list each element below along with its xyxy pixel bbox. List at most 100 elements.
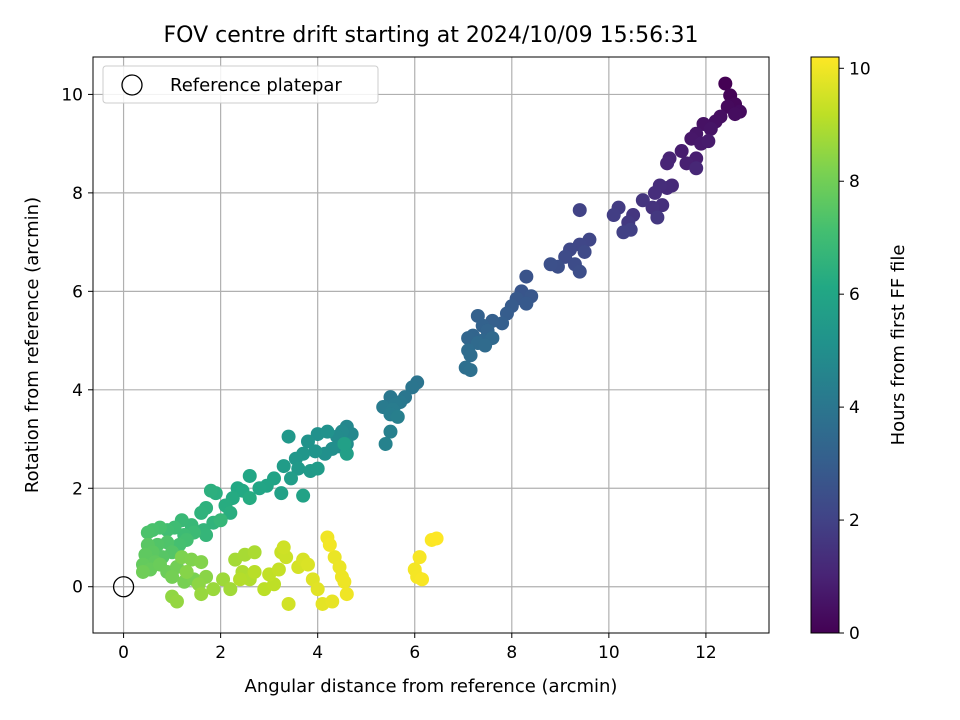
scatter-point xyxy=(296,488,311,503)
scatter-point xyxy=(291,461,306,476)
scatter-point xyxy=(308,444,323,459)
x-tick-label: 10 xyxy=(598,643,620,663)
colorbar-tick-label: 6 xyxy=(849,285,860,305)
scatter-point xyxy=(276,459,291,474)
scatter-point xyxy=(135,564,150,579)
colorbar-ticks: 0 2 4 6 8 10 xyxy=(839,59,871,644)
scatter-point xyxy=(378,436,393,451)
legend-reference-marker xyxy=(121,74,143,96)
x-tick-label: 0 xyxy=(118,643,129,663)
legend-box xyxy=(102,65,379,104)
y-axis-ticks: 0 2 4 6 8 10 xyxy=(61,85,93,598)
scatter-point xyxy=(674,144,689,159)
scatter-point xyxy=(242,491,257,506)
scatter-point xyxy=(390,409,405,424)
x-axis-ticks: 0 2 4 6 8 10 12 xyxy=(118,633,717,663)
scatter-point xyxy=(276,540,291,555)
colorbar: 0 2 4 6 8 10 Hours from first FF file xyxy=(810,56,909,644)
scatter-point xyxy=(213,513,228,528)
scatter-point xyxy=(199,528,214,543)
scatter-point xyxy=(179,564,194,579)
y-tick-label: 2 xyxy=(72,479,83,499)
scatter-point xyxy=(606,208,621,223)
scatter-point xyxy=(635,193,650,208)
colorbar-tick-label: 8 xyxy=(849,172,860,192)
scatter-point xyxy=(310,582,325,597)
scatter-point xyxy=(519,296,534,311)
scatter-point xyxy=(647,185,662,200)
scatter-point xyxy=(194,587,209,602)
colorbar-tick-label: 10 xyxy=(849,59,871,79)
scatter-point xyxy=(405,380,420,395)
chart-title: FOV centre drift starting at 2024/10/09 … xyxy=(164,23,699,48)
scatter-point xyxy=(728,107,743,122)
scatter-point xyxy=(689,161,704,176)
scatter-point xyxy=(247,545,262,560)
legend: Reference platepar xyxy=(102,65,379,104)
scatter-point xyxy=(169,594,184,609)
plot-area-frame xyxy=(92,56,770,634)
scatter-point xyxy=(322,537,337,552)
scatter-point xyxy=(558,249,573,264)
scatter-point xyxy=(283,471,298,486)
scatter-point xyxy=(247,564,262,579)
scatter-point xyxy=(223,582,238,597)
scatter-point xyxy=(660,156,675,171)
legend-label: Reference platepar xyxy=(170,75,342,96)
scatter-point xyxy=(206,582,221,597)
scatter-point xyxy=(415,572,430,587)
scatter-point xyxy=(233,572,248,587)
scatter-point xyxy=(412,550,427,565)
scatter-point xyxy=(337,436,352,451)
scatter-point xyxy=(320,424,335,439)
scatter-point xyxy=(300,434,315,449)
scatter-point xyxy=(577,244,592,259)
x-axis-label: Angular distance from reference (arcmin) xyxy=(245,676,618,697)
scatter-point xyxy=(429,531,444,546)
colorbar-tick-label: 0 xyxy=(849,624,860,644)
colorbar-gradient xyxy=(810,56,840,634)
x-tick-label: 2 xyxy=(215,643,226,663)
scatter-point xyxy=(271,562,286,577)
scatter-point xyxy=(203,483,218,498)
scatter-point xyxy=(274,486,289,501)
scatter-point xyxy=(572,203,587,218)
scatter-point xyxy=(310,461,325,476)
scatter-point xyxy=(701,134,716,149)
reference-platepar-marker xyxy=(112,576,135,598)
scatter-point xyxy=(703,121,718,136)
scatter-point xyxy=(383,424,398,439)
scatter-point xyxy=(165,569,180,584)
y-tick-label: 10 xyxy=(61,85,83,105)
y-tick-label: 0 xyxy=(72,578,83,598)
scatter-point xyxy=(194,505,209,520)
scatter-point xyxy=(281,596,296,611)
scatter-point xyxy=(223,505,238,520)
scatter-point xyxy=(463,363,478,378)
scatter-point xyxy=(572,264,587,279)
x-tick-label: 4 xyxy=(312,643,323,663)
scatter-point xyxy=(718,76,733,91)
y-tick-label: 8 xyxy=(72,184,83,204)
scatter-point xyxy=(242,468,257,483)
scatter-point xyxy=(478,338,493,353)
scatter-point xyxy=(463,348,478,363)
y-tick-label: 6 xyxy=(72,282,83,302)
scatter-point xyxy=(140,525,155,540)
scatter-point xyxy=(519,269,534,284)
scatter-point xyxy=(337,574,352,589)
scatter-point xyxy=(543,257,558,272)
colorbar-label: Hours from first FF file xyxy=(888,245,909,446)
y-tick-label: 4 xyxy=(72,381,83,401)
scatter-point xyxy=(194,555,209,570)
scatter-point xyxy=(325,594,340,609)
scatter-points xyxy=(135,76,747,611)
scatter-point xyxy=(300,557,315,572)
colorbar-tick-label: 2 xyxy=(849,511,860,531)
scatter-point xyxy=(281,429,296,444)
y-axis-label: Rotation from reference (arcmin) xyxy=(22,197,43,493)
x-tick-label: 6 xyxy=(409,643,420,663)
scatter-point xyxy=(339,587,354,602)
x-tick-label: 8 xyxy=(506,643,517,663)
